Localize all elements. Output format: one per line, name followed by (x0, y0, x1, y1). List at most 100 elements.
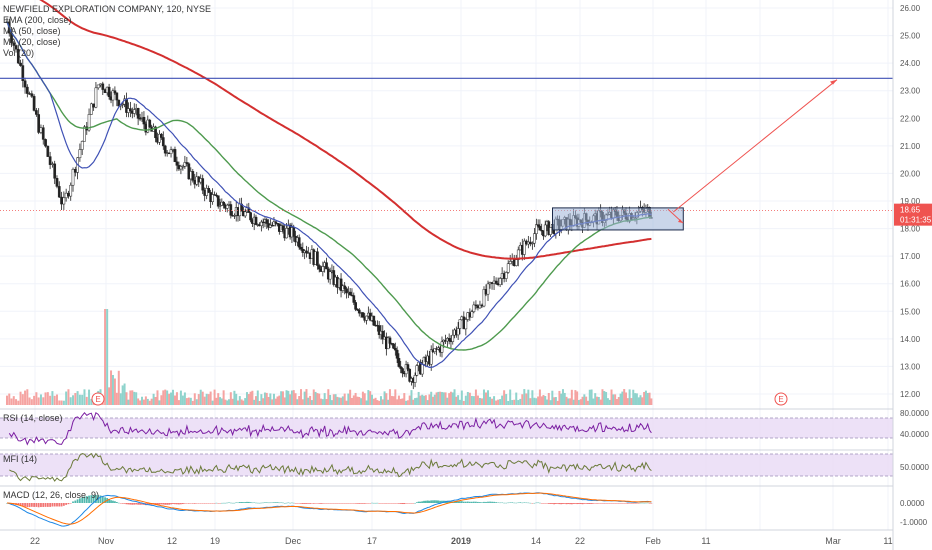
volume-bar (170, 392, 173, 405)
macd-hist-bar (635, 503, 638, 504)
volume-bar (349, 389, 352, 405)
candle-down (274, 221, 278, 224)
macd-hist-bar (117, 502, 120, 504)
candle-down (352, 295, 356, 303)
volume-bar (269, 393, 272, 405)
macd-hist-bar (560, 503, 563, 505)
macd-hist-bar (247, 501, 250, 503)
macd-hist-bar (170, 503, 172, 505)
legend-vol: Vol (20) (3, 48, 34, 58)
macd-hist-bar (233, 502, 236, 504)
volume-bar (574, 390, 577, 405)
volume-bar (235, 393, 238, 405)
volume-bar (15, 399, 18, 405)
candle-down (23, 80, 27, 88)
volume-bar (121, 385, 124, 405)
macd-hist-bar (95, 495, 97, 503)
volume-bar (327, 389, 330, 405)
macd-hist-bar (354, 503, 357, 504)
volume-bar (610, 389, 613, 405)
candle-down (381, 330, 385, 340)
signal-line (6, 492, 652, 525)
volume-bar (44, 392, 47, 405)
volume-bar (173, 395, 176, 405)
last-price-value: 18.65 (900, 206, 921, 215)
rsi-tick-label: 80.0000 (900, 409, 929, 418)
volume-bar (499, 399, 502, 405)
volume-bar (424, 395, 427, 405)
macd-hist-bar (51, 503, 54, 507)
volume-bar (577, 400, 580, 405)
volume-bar (547, 392, 550, 405)
volume-bar (285, 390, 288, 405)
volume-bar (341, 396, 344, 405)
consolidation-box[interactable] (552, 207, 684, 231)
volume-bar (133, 391, 136, 405)
candle-up (233, 215, 236, 217)
volume-bar (300, 389, 303, 405)
volume-bar (265, 392, 268, 405)
macd-hist-bar (207, 503, 210, 504)
macd-hist-bar (240, 502, 243, 503)
candle-down (392, 343, 395, 349)
candle-up (456, 328, 460, 336)
macd-hist-bar (594, 503, 597, 504)
macd-hist-bar (123, 503, 126, 504)
volume-bar (644, 390, 647, 405)
chart-title: NEWFIELD EXPLORATION COMPANY, 120, NYSE (3, 4, 211, 14)
volume-bar (546, 399, 548, 405)
macd-hist-bar (237, 502, 239, 504)
price-tick-label: 13.00 (900, 362, 921, 371)
macd-hist-bar (521, 502, 524, 504)
volume-bar (537, 396, 540, 405)
volume-bar (296, 399, 299, 405)
candle-down (325, 262, 328, 270)
macd-hist-bar (383, 503, 386, 504)
candle-down (138, 118, 142, 120)
volume-bar (474, 389, 477, 405)
macd-hist-bar (191, 503, 194, 504)
macd-hist-bar (28, 503, 31, 508)
macd-hist-bar (529, 502, 532, 504)
volume-bar (242, 400, 245, 405)
legend-ema200: EMA (200, close) (3, 15, 72, 25)
macd-hist-bar (78, 498, 81, 503)
volume-bar (51, 391, 54, 405)
volume-bar (599, 399, 602, 405)
volume-bar (374, 397, 377, 405)
macd-hist-bar (224, 502, 227, 504)
earnings-marker[interactable] (91, 392, 105, 406)
volume-bar (451, 392, 454, 405)
macd-hist-bar (231, 502, 234, 504)
volume-bar (271, 399, 274, 405)
volume-bar (142, 399, 145, 405)
volume-bar (289, 394, 292, 405)
macd-hist-bar (108, 499, 110, 503)
volume-bar (24, 390, 27, 405)
volume-bar (412, 399, 415, 405)
macd-hist-bar (133, 503, 136, 505)
candle-up (506, 263, 510, 273)
volume-bar (428, 394, 431, 405)
macd-hist-bar (282, 502, 284, 504)
volume-bar (146, 398, 149, 405)
volume-bar (175, 392, 178, 405)
candle-down (44, 139, 47, 147)
macd-hist-bar (630, 503, 633, 504)
macd-hist-bar (220, 502, 223, 504)
macd-hist-bar (253, 502, 256, 503)
candle-down (142, 116, 146, 125)
macd-hist-bar (37, 503, 40, 508)
volume-bar (148, 400, 151, 405)
moving-averages (6, 0, 652, 369)
candle-down (41, 127, 45, 140)
candle-up (121, 103, 124, 106)
volume-bar (495, 400, 498, 405)
macd-hist-bar (217, 503, 220, 504)
volume-bar (592, 398, 595, 405)
macd-hist-bar (312, 503, 315, 504)
earnings-marker[interactable] (774, 392, 788, 406)
macd-hist-bar (125, 503, 128, 505)
